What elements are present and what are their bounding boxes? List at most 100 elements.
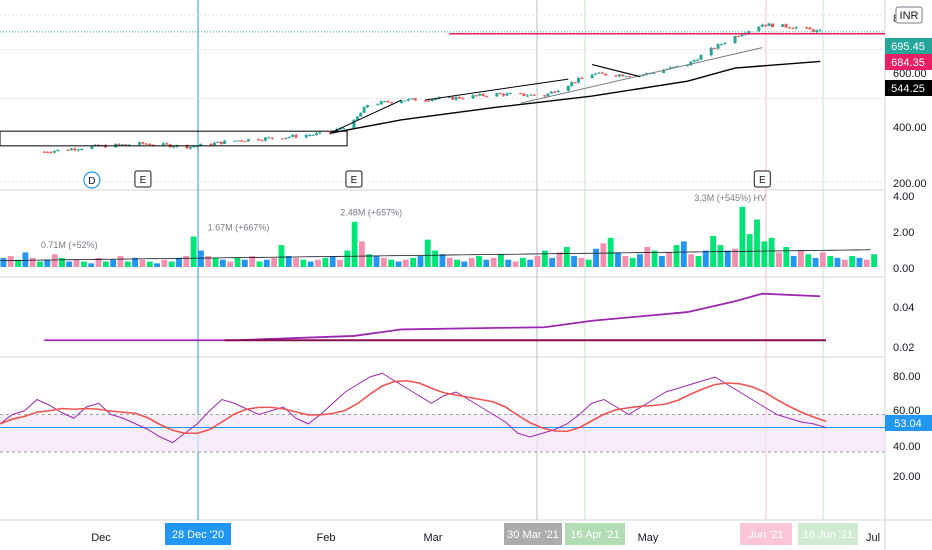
price-axis[interactable]: 200.00400.00600.008INR695.45684.35544.25… <box>885 6 932 483</box>
candle-body <box>781 24 785 27</box>
volume-bar <box>732 248 738 267</box>
candle-body <box>240 140 244 142</box>
candle-body <box>532 94 536 96</box>
candle-body <box>236 140 240 142</box>
volume-bar <box>695 256 702 267</box>
rsi-line <box>0 372 827 444</box>
volume-bar <box>615 252 621 267</box>
volume-bar <box>234 257 241 267</box>
candle-body <box>383 101 387 103</box>
time-highlight-label: Jun '21 <box>748 529 783 541</box>
candle-body <box>318 132 322 134</box>
candle-body <box>423 100 427 102</box>
volume-bar <box>351 221 358 267</box>
candle-body <box>127 144 131 146</box>
rsi-axis-label: 20.00 <box>893 471 921 483</box>
candle-body <box>485 95 489 97</box>
volume-bar <box>783 246 790 267</box>
candle-body <box>604 73 608 76</box>
candle-body <box>66 149 70 151</box>
candle-body <box>359 112 363 117</box>
candle-body <box>498 93 502 95</box>
time-axis[interactable]: Dec Feb Mar May Jul 28 Dec '20 30 Mar '21 16 Ap… <box>91 523 880 545</box>
time-highlight-label: 28 Dec '20 <box>172 529 224 541</box>
volume-bar <box>761 241 768 267</box>
volume-bar <box>563 246 570 267</box>
volume-bar <box>176 257 182 267</box>
candle-body <box>46 151 50 153</box>
volume-bar <box>651 250 658 267</box>
volume-bar <box>512 261 519 267</box>
volume-bar <box>132 257 139 267</box>
candle-body <box>662 69 666 74</box>
candle-body <box>624 76 628 78</box>
earnings-marker <box>134 170 152 188</box>
candle-body <box>144 143 148 145</box>
candle-body <box>733 36 737 44</box>
volume-bar <box>600 243 607 267</box>
volume-bar <box>37 261 43 267</box>
volume-bar <box>337 259 343 267</box>
volume-bar <box>768 237 775 267</box>
time-highlight-badge <box>740 523 792 545</box>
volume-bar <box>241 259 248 267</box>
volume-bar <box>395 261 402 267</box>
candle-body <box>577 78 581 83</box>
candle-body <box>304 135 308 138</box>
candle-body <box>675 65 679 67</box>
candle-body <box>199 143 203 146</box>
time-axis-label: Dec <box>91 532 111 544</box>
volume-bar <box>285 256 292 267</box>
candle-body <box>519 93 523 95</box>
time-highlight-label: 30 Mar '21 <box>507 529 559 541</box>
price-badge <box>885 38 932 54</box>
candle-body <box>461 98 465 100</box>
volume-bar <box>168 261 175 267</box>
candle-body <box>270 137 274 139</box>
volume-annotation: 3.3M (+545%) HV <box>694 193 766 203</box>
candle-body <box>42 151 46 153</box>
volume-bar <box>798 250 804 267</box>
candle-body <box>696 59 700 61</box>
currency-badge <box>895 6 923 24</box>
price-axis-label: 400.00 <box>893 122 927 134</box>
earnings-marker-label: E <box>759 175 766 186</box>
candle-body <box>430 99 434 101</box>
volume-bar <box>7 256 14 267</box>
candle-body <box>784 24 788 28</box>
candle-body <box>314 133 318 135</box>
candle-body <box>546 93 550 97</box>
candle-body <box>294 134 298 138</box>
candle-body <box>138 142 142 145</box>
trendline <box>591 64 640 78</box>
volume-bar <box>95 257 102 267</box>
volume-bar <box>410 257 417 267</box>
earnings-marker-label: E <box>351 175 358 186</box>
candle-body <box>566 85 570 91</box>
volume-bar <box>593 248 599 267</box>
candle-body <box>192 146 196 148</box>
candle-body <box>471 95 475 99</box>
volume-annotation: 2.48M (+657%) <box>340 208 402 218</box>
volume-bar <box>424 239 431 267</box>
candle-body <box>553 91 557 93</box>
candle-body <box>580 78 584 80</box>
candle-body <box>80 148 84 150</box>
candle-body <box>73 148 77 151</box>
volume-bar <box>117 256 124 267</box>
volume-bar <box>468 257 475 267</box>
candle-body <box>376 104 380 106</box>
volume-bar <box>80 261 87 267</box>
candle-body <box>760 24 764 27</box>
volume-bar <box>124 261 131 267</box>
candle-body <box>716 44 720 49</box>
candle-body <box>668 67 672 70</box>
candle-body <box>590 74 594 79</box>
volume-bar <box>849 256 856 267</box>
candle-body <box>757 26 761 32</box>
candle-body <box>308 135 312 137</box>
candle-body <box>617 74 621 77</box>
volume-bar <box>344 250 351 267</box>
candle-body <box>478 93 482 96</box>
